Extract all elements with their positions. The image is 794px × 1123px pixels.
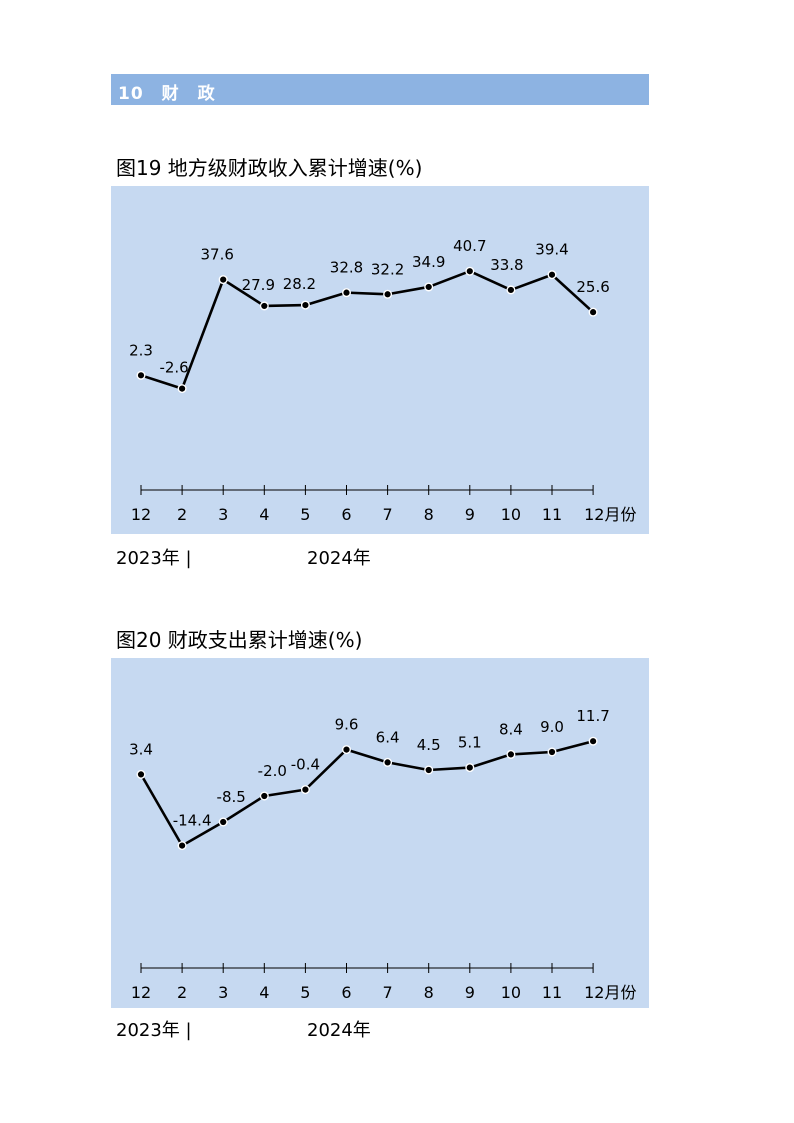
data-label: -0.4	[291, 756, 320, 774]
data-label: 9.6	[335, 716, 359, 734]
series-line	[139, 739, 594, 847]
x-tick-label: 3	[218, 983, 228, 1002]
data-point	[136, 370, 146, 380]
x-tick-label: 9	[465, 983, 475, 1002]
data-label: 34.9	[412, 253, 445, 271]
x-tick-label: 10	[501, 983, 521, 1002]
x-tick-label: 11	[542, 983, 562, 1002]
data-label: 11.7	[576, 707, 609, 725]
figure-20-year-start: 2023年 |	[116, 1020, 192, 1041]
figure-20-title: 图20 财政支出累计增速(%)	[116, 628, 363, 652]
figure-20-year-end: 2024年	[307, 1020, 371, 1041]
x-tick-label: 2	[177, 983, 187, 1002]
data-label: -2.6	[159, 359, 188, 377]
x-tick-label: 5	[300, 983, 310, 1002]
x-tick-label: 7	[383, 983, 393, 1002]
data-point	[383, 757, 393, 767]
data-label: 3.4	[129, 740, 153, 758]
data-label: 6.4	[376, 728, 400, 746]
data-label: 27.9	[242, 276, 275, 294]
data-label: 33.8	[490, 256, 523, 274]
x-tick-label: 8	[424, 505, 434, 524]
data-point	[547, 747, 557, 757]
data-point	[218, 275, 228, 285]
data-label: -2.0	[258, 762, 287, 780]
data-label: 40.7	[453, 237, 486, 255]
data-point	[218, 817, 228, 827]
data-label: 8.4	[499, 720, 523, 738]
data-label: 32.8	[330, 259, 363, 277]
data-point	[465, 763, 475, 773]
data-point	[300, 300, 310, 310]
figure-20-chart-panel: 12 2 3 4 5 6 7 8 9 10 11 12月份 3.4 -14.4 -8.5 -2.0 -0.4 9.…	[111, 658, 649, 1008]
data-label: -14.4	[173, 812, 212, 830]
data-label: 37.6	[200, 246, 233, 264]
figure-19-title: 图19 地方级财政收入累计增速(%)	[116, 156, 423, 180]
data-label: 5.1	[458, 734, 482, 752]
figure-20-line-chart: 12 2 3 4 5 6 7 8 9 10 11 12月份 3.4 -14.4 -8.5 -2.0 -0.4 9.…	[129, 707, 636, 1002]
x-tick-label: 7	[383, 505, 393, 524]
data-point	[424, 765, 434, 775]
x-tick-label: 9	[465, 505, 475, 524]
data-point	[465, 266, 475, 276]
x-tick-label: 2	[177, 505, 187, 524]
data-point	[341, 745, 351, 755]
x-tick-label: 12月份	[584, 505, 636, 524]
data-point	[259, 791, 269, 801]
x-tick-label: 6	[341, 983, 351, 1002]
x-tick-label: 10	[501, 505, 521, 524]
data-point	[588, 307, 598, 317]
data-label: 9.0	[540, 718, 564, 736]
x-tick-label: 12	[131, 505, 151, 524]
x-tick-label: 8	[424, 983, 434, 1002]
data-label: -8.5	[217, 788, 246, 806]
data-label: 32.2	[371, 260, 404, 278]
data-point	[259, 301, 269, 311]
data-point	[341, 288, 351, 298]
x-tick-label: 12	[131, 983, 151, 1002]
data-label: 25.6	[576, 278, 609, 296]
data-point	[506, 749, 516, 759]
x-tick-label: 11	[542, 505, 562, 524]
x-tick-label: 4	[259, 505, 269, 524]
figure-19-year-start: 2023年 |	[116, 548, 192, 569]
data-point	[547, 270, 557, 280]
data-point	[424, 282, 434, 292]
x-tick-label: 3	[218, 505, 228, 524]
data-label: 39.4	[535, 241, 568, 259]
figure-19-year-end: 2024年	[307, 548, 371, 569]
series-line	[140, 269, 594, 390]
section-header-bar: 10 财 政	[111, 74, 649, 105]
figure-19-line-chart: 12 2 3 4 5 6 7 8 9 10 11 12月份 2.3 -2.6 37.6 27.9 28.2 32.…	[129, 237, 636, 524]
data-point	[136, 769, 146, 779]
figure-19-chart-panel: 12 2 3 4 5 6 7 8 9 10 11 12月份 2.3 -2.6 37.6 27.9 28.2 32.…	[111, 186, 649, 534]
data-point	[506, 285, 516, 295]
x-tick-label: 4	[259, 983, 269, 1002]
data-label: 28.2	[283, 275, 316, 293]
data-point	[300, 785, 310, 795]
data-point	[177, 384, 187, 394]
x-tick-label: 6	[341, 505, 351, 524]
data-label: 2.3	[129, 341, 153, 359]
data-point	[177, 841, 187, 851]
x-tick-label: 12月份	[584, 983, 636, 1002]
x-tick-label: 5	[300, 505, 310, 524]
section-title: 10 财 政	[118, 84, 216, 104]
data-point	[383, 289, 393, 299]
data-label: 4.5	[417, 736, 441, 754]
data-point	[588, 736, 598, 746]
